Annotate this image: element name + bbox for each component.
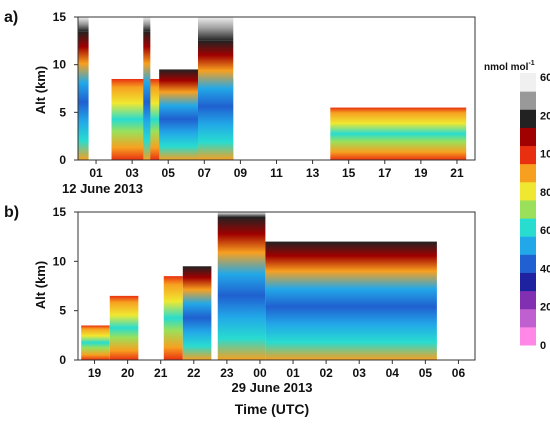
- colorbar: nmol mol-1 600200100806040200: [484, 60, 550, 352]
- stratosphere-cap: [78, 17, 89, 32]
- stratosphere-cap: [143, 17, 151, 32]
- x-tick-label: 04: [386, 366, 400, 380]
- x-tick-label: 13: [306, 166, 320, 180]
- panel-b-xlabel: Time (UTC): [235, 401, 309, 417]
- colorbar-tick-label: 80: [540, 187, 550, 199]
- colorbar-swatch: [520, 91, 536, 110]
- colorbar-tick-label: 600: [540, 72, 550, 84]
- colorbar-tick-label: 60: [540, 225, 550, 237]
- data-segment: [197, 40, 234, 161]
- x-tick-label: 21: [450, 166, 464, 180]
- x-tick-label: 20: [121, 366, 135, 380]
- x-tick-label: 01: [89, 166, 103, 180]
- y-tick-label: 10: [53, 254, 67, 268]
- x-tick-label: 05: [419, 366, 433, 380]
- colorbar-swatch: [520, 218, 536, 237]
- colorbar-swatch: [520, 199, 536, 219]
- colorbar-swatch: [520, 127, 536, 147]
- panel-a-segments: [78, 17, 467, 161]
- panel-b-date: 29 June 2013: [232, 380, 313, 395]
- colorbar-swatch: [520, 272, 536, 292]
- colorbar-tick-label: 200: [540, 110, 550, 122]
- x-tick-label: 02: [319, 366, 333, 380]
- stratosphere-cap: [197, 17, 234, 41]
- panel-a-label: a): [4, 9, 18, 26]
- panel-a-yticks: 0 5 10 15: [53, 10, 78, 167]
- colorbar-strip: [520, 73, 536, 346]
- x-tick-label: 01: [286, 366, 300, 380]
- y-tick-label: 0: [59, 353, 66, 367]
- x-tick-label: 17: [378, 166, 392, 180]
- data-segment: [109, 295, 139, 360]
- y-tick-label: 5: [59, 105, 66, 119]
- colorbar-swatch: [520, 109, 536, 128]
- y-tick-label: 5: [59, 304, 66, 318]
- panel-b-label: b): [4, 204, 19, 221]
- x-tick-label: 05: [162, 166, 176, 180]
- panel-b-segments: [81, 212, 437, 360]
- data-segment: [78, 31, 89, 160]
- colorbar-swatch: [520, 236, 536, 255]
- y-tick-label: 15: [53, 10, 67, 24]
- panel-a-date: 12 June 2013: [62, 181, 143, 196]
- panel-b-xticks: 19 20 21 22 23 00 01 02 03 04 05 06: [88, 360, 466, 380]
- x-tick-label: 03: [353, 366, 367, 380]
- colorbar-swatch: [520, 145, 536, 165]
- colorbar-swatch: [520, 308, 536, 328]
- colorbar-swatch: [520, 73, 536, 92]
- panel-b-frame: [77, 211, 476, 361]
- colorbar-swatch: [520, 181, 536, 201]
- colorbar-swatch: [520, 163, 536, 183]
- y-tick-label: 0: [59, 153, 66, 167]
- colorbar-swatch: [520, 254, 536, 273]
- x-tick-label: 03: [125, 166, 139, 180]
- data-segment: [143, 31, 151, 160]
- data-segment: [330, 107, 467, 160]
- colorbar-ticks: 600200100806040200: [540, 72, 550, 352]
- y-tick-label: 10: [53, 58, 67, 72]
- panel-b-yticks: 0 5 10 15: [53, 205, 78, 367]
- data-segment: [81, 325, 110, 360]
- data-segment: [163, 276, 183, 360]
- stratosphere-cap: [217, 212, 266, 217]
- y-tick-label: 15: [53, 205, 67, 219]
- x-tick-label: 07: [198, 166, 212, 180]
- panel-a-xticks: 01 03 05 07 09 11 13 15 17 19 21: [89, 160, 464, 180]
- x-tick-label: 19: [88, 366, 102, 380]
- x-tick-label: 22: [187, 366, 201, 380]
- colorbar-tick-label: 40: [540, 263, 550, 275]
- colorbar-tick-label: 0: [540, 340, 546, 352]
- colorbar-swatch: [520, 290, 536, 310]
- x-tick-label: 09: [234, 166, 248, 180]
- data-segment: [159, 69, 198, 160]
- colorbar-swatch: [520, 326, 536, 346]
- x-tick-label: 15: [342, 166, 356, 180]
- x-tick-label: 11: [270, 166, 283, 180]
- x-tick-label: 00: [253, 366, 267, 380]
- data-segment: [265, 241, 437, 360]
- x-tick-label: 21: [154, 366, 168, 380]
- colorbar-tick-label: 100: [540, 149, 550, 161]
- panel-b-ylabel: Alt (km): [33, 261, 48, 309]
- colorbar-tick-label: 20: [540, 302, 550, 314]
- colorbar-unit: nmol mol-1: [484, 60, 535, 73]
- panel-a-ylabel: Alt (km): [33, 66, 48, 114]
- x-tick-label: 06: [452, 366, 466, 380]
- x-tick-label: 19: [414, 166, 428, 180]
- data-segment: [182, 266, 212, 360]
- x-tick-label: 23: [220, 366, 234, 380]
- data-segment: [217, 216, 266, 360]
